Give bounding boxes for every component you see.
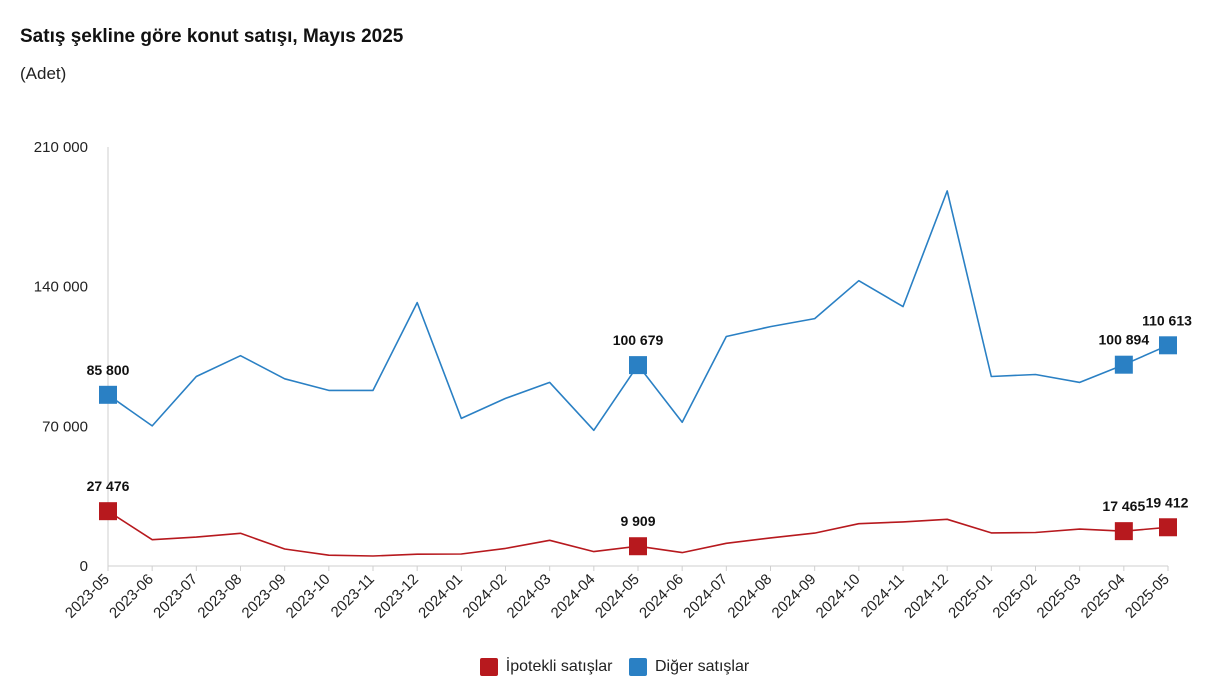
y-tick-label: 210 000 (34, 139, 88, 156)
series-marker-0 (629, 537, 647, 556)
x-tick-label: 2023-12 (371, 571, 422, 622)
x-tick-label: 2024-08 (724, 571, 775, 622)
x-tick-label: 2024-04 (548, 571, 599, 622)
series-marker-1 (629, 356, 647, 375)
data-label-0: 27 476 (87, 478, 130, 494)
x-tick-label: 2025-02 (989, 571, 1040, 622)
series-marker-0 (1114, 522, 1133, 541)
legend: İpotekli satışlar Diğer satışlar (0, 658, 1229, 681)
data-label-1: 110 613 (1142, 312, 1192, 328)
x-tick-label: 2025-04 (1078, 571, 1129, 622)
data-label-1: 85 800 (87, 362, 130, 378)
x-tick-label: 2024-12 (901, 571, 952, 622)
x-tick-label: 2024-02 (459, 571, 510, 622)
data-label-0: 9 909 (620, 513, 655, 529)
legend-swatch-ipotekli (479, 658, 498, 676)
x-tick-label: 2023-09 (239, 571, 290, 622)
legend-swatch-diger (628, 658, 647, 676)
series-marker-1 (99, 385, 117, 404)
legend-item-diger[interactable]: Diğer satışlar (628, 658, 750, 676)
x-tick-label: 2024-03 (504, 571, 555, 622)
data-label-0: 17 465 (1102, 498, 1145, 514)
series-marker-0 (1159, 518, 1177, 537)
legend-item-ipotekli[interactable]: İpotekli satışlar (479, 658, 613, 676)
legend-label-ipotekli: İpotekli satışlar (505, 658, 613, 675)
y-tick-label: 140 000 (34, 279, 88, 296)
x-tick-label: 2023-05 (62, 571, 113, 622)
data-label-0: 19 412 (1146, 494, 1189, 510)
x-tick-label: 2024-11 (858, 571, 908, 621)
data-label-1: 100 894 (1099, 332, 1150, 348)
y-tick-label: 0 (80, 558, 88, 575)
series-marker-1 (1159, 336, 1177, 355)
x-tick-label: 2024-09 (769, 571, 820, 622)
data-label-1: 100 679 (613, 332, 664, 348)
chart-title: Satış şekline göre konut satışı, Mayıs 2… (20, 26, 404, 47)
legend-label-diger: Diğer satışlar (654, 658, 750, 675)
x-tick-label: 2024-07 (680, 571, 731, 622)
series-marker-0 (99, 502, 117, 521)
x-tick-label: 2024-10 (813, 571, 864, 622)
x-tick-label: 2025-01 (945, 571, 996, 622)
x-tick-label: 2023-11 (328, 571, 378, 621)
x-tick-label: 2024-05 (592, 571, 643, 622)
x-tick-label: 2023-10 (283, 571, 334, 622)
chart-subtitle: (Adet) (20, 64, 67, 83)
x-tick-label: 2024-01 (415, 571, 466, 622)
x-tick-label: 2025-05 (1122, 571, 1173, 622)
x-tick-label: 2025-03 (1034, 571, 1085, 622)
y-tick-label: 70 000 (42, 418, 88, 435)
series-marker-1 (1114, 355, 1133, 374)
x-tick-label: 2023-07 (150, 571, 201, 622)
x-tick-label: 2024-06 (636, 571, 687, 622)
x-tick-label: 2023-08 (194, 571, 245, 622)
x-tick-label: 2023-06 (106, 571, 157, 622)
series-line-1 (107, 190, 1169, 432)
